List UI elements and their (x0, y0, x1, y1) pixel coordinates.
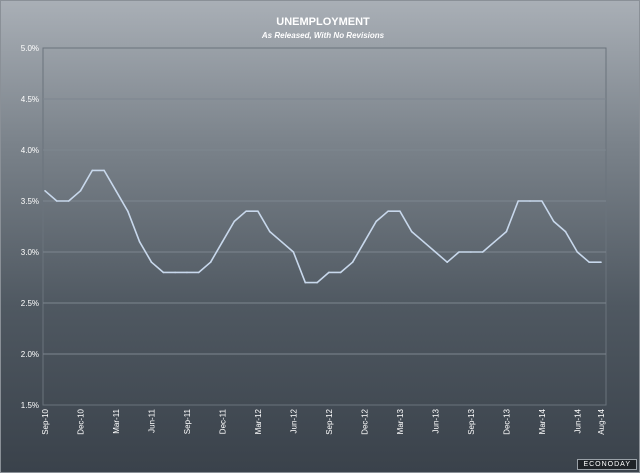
data-point (458, 251, 460, 253)
data-point (138, 241, 141, 243)
data-point (446, 261, 449, 264)
gridlines (43, 98, 606, 355)
data-point (552, 220, 555, 223)
data-point (233, 220, 236, 223)
data-point (79, 190, 82, 192)
data-point (115, 190, 117, 192)
x-tick-label: Sep-12 (325, 408, 334, 434)
data-point (292, 251, 295, 253)
data-point (434, 251, 437, 253)
y-tick-label: 3.5% (21, 197, 39, 206)
x-tick-label: Dec-10 (76, 408, 85, 434)
series-line (44, 169, 601, 284)
data-point (493, 241, 496, 243)
chart-subtitle: As Released, With No Revisions (261, 31, 385, 40)
y-tick-label: 2.0% (21, 350, 39, 359)
data-point (399, 210, 401, 212)
data-point (127, 210, 129, 212)
x-tick-label: Mar-14 (538, 408, 547, 434)
data-point (375, 220, 378, 223)
data-point (280, 241, 283, 243)
x-tick-label: Dec-12 (360, 408, 369, 434)
y-tick-label: 3.0% (21, 248, 39, 257)
y-axis-ticks: 1.5% 2.0% 2.5% 3.0% 3.5% 4.0% 4.5% 5.0% (21, 44, 39, 410)
data-point (481, 251, 484, 253)
data-point (91, 169, 94, 172)
y-tick-label: 1.5% (21, 401, 39, 410)
series-line-layer (44, 169, 602, 284)
data-point (268, 230, 271, 233)
data-point (316, 281, 318, 284)
data-point (363, 241, 366, 243)
data-point (541, 200, 543, 202)
data-point (351, 261, 354, 264)
y-tick-label: 5.0% (21, 44, 39, 53)
x-tick-label: Sep-13 (467, 408, 476, 434)
data-point (517, 200, 519, 202)
econoday-logo: ECONODAY (577, 459, 637, 470)
x-tick-label: Dec-11 (218, 408, 227, 434)
plot-area (42, 47, 607, 406)
x-tick-label: Mar-11 (112, 408, 121, 433)
data-point (505, 230, 508, 233)
x-tick-label: Sep-11 (183, 408, 192, 434)
chart-title: UNEMPLOYMENT (276, 16, 370, 28)
x-tick-label: Aug-14 (597, 408, 606, 434)
x-tick-label: Jun-12 (289, 408, 298, 433)
x-tick-label: Mar-13 (396, 408, 405, 434)
y-tick-label: 4.0% (21, 146, 39, 155)
data-point (588, 261, 590, 264)
data-point (328, 271, 330, 274)
data-point (103, 169, 105, 172)
data-point (150, 261, 153, 264)
data-point (564, 230, 567, 233)
x-tick-label: Jun-11 (147, 408, 156, 432)
data-point (67, 200, 70, 202)
data-point (576, 251, 579, 253)
x-tick-label: Sep-10 (41, 408, 50, 434)
y-tick-label: 4.5% (21, 95, 39, 104)
data-point (410, 230, 413, 233)
data-point (470, 251, 472, 253)
data-point (221, 241, 224, 243)
x-tick-label: Mar-12 (254, 408, 263, 434)
y-tick-label: 2.5% (21, 299, 39, 308)
data-point (422, 241, 425, 243)
data-point (600, 261, 602, 264)
data-point (387, 210, 389, 212)
data-point (197, 271, 200, 274)
data-point (56, 200, 58, 202)
x-tick-label: Jun-13 (431, 408, 440, 433)
x-tick-label: Dec-13 (502, 408, 511, 434)
data-point (529, 200, 531, 202)
data-point (209, 261, 212, 264)
data-point (245, 210, 247, 212)
data-point (186, 271, 188, 274)
x-tick-label: Jun-14 (573, 408, 582, 433)
data-point (257, 210, 259, 212)
data-point (174, 271, 176, 274)
data-point (339, 271, 342, 274)
x-axis-ticks: Sep-10 Dec-10 Mar-11 Jun-11 Sep-11 Dec-11 Mar-… (41, 408, 606, 434)
data-point (44, 190, 46, 192)
data-point (162, 271, 165, 274)
data-point (304, 281, 307, 284)
